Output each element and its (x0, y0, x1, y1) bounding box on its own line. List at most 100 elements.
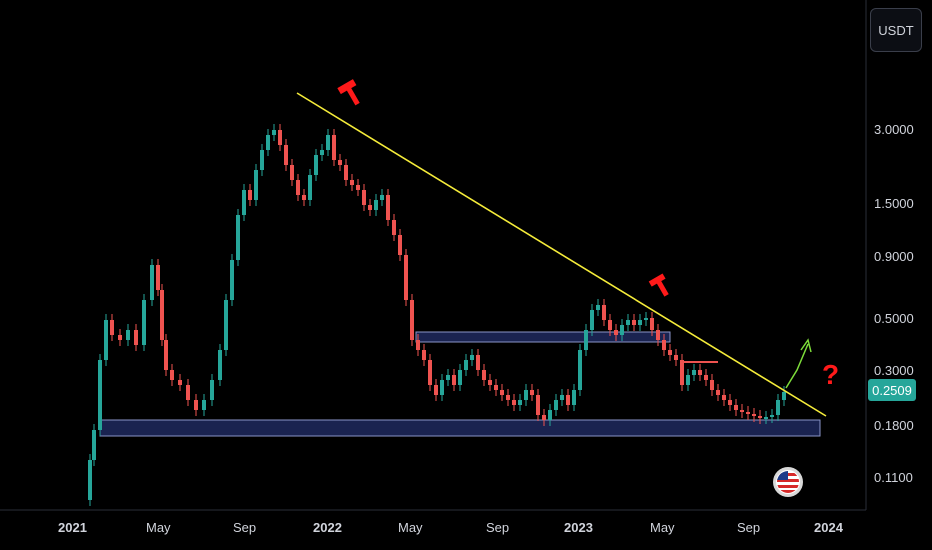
candle-body (638, 320, 642, 325)
candle-body (296, 180, 300, 195)
candle-body (302, 195, 306, 200)
candle-body (608, 320, 612, 330)
candle-body (308, 175, 312, 200)
candle-body (698, 370, 702, 375)
resistance-zone[interactable] (415, 331, 671, 343)
candle-body (236, 215, 240, 260)
candle-body (242, 190, 246, 215)
candle-body (278, 130, 282, 145)
time-tick-may-2023: May (650, 520, 675, 535)
candle-body (392, 220, 396, 235)
candle-body (398, 235, 402, 255)
candle-body (150, 265, 154, 300)
candle-body (554, 400, 558, 410)
us-flag-icon[interactable] (773, 467, 803, 497)
candle-body (314, 155, 318, 175)
candle-body (572, 390, 576, 405)
candle-body (674, 355, 678, 360)
time-tick-sep-2023: Sep (737, 520, 760, 535)
candle-body (230, 260, 234, 300)
candle-body (590, 310, 594, 330)
candle-body (404, 255, 408, 300)
candle-body (440, 380, 444, 395)
hammer-icon (648, 273, 669, 297)
candle-body (518, 400, 522, 405)
candle-body (680, 360, 684, 385)
candle-body (584, 330, 588, 350)
candle-body (716, 390, 720, 395)
candle-body (452, 375, 456, 385)
price-tick-0-3: 0.3000 (874, 363, 914, 378)
last-price-badge: 0.2509 (868, 379, 916, 401)
candle-body (416, 340, 420, 350)
candle-body (542, 415, 546, 420)
candle-body (290, 165, 294, 180)
candle-body (224, 300, 228, 350)
candle-body (142, 300, 146, 345)
support-zone[interactable] (99, 419, 821, 437)
candle-body (614, 330, 618, 335)
candle-body (88, 460, 92, 500)
candle-body (446, 375, 450, 380)
candlestick-series (88, 124, 786, 506)
candle-body (104, 320, 108, 360)
candle-body (566, 395, 570, 405)
time-tick-may-2022: May (398, 520, 423, 535)
candle-body (752, 414, 756, 416)
candle-body (476, 355, 480, 370)
question-mark: ? (822, 359, 839, 390)
candle-body (656, 330, 660, 340)
descending-trendline[interactable] (296, 92, 827, 417)
price-tick-0-11: 0.1100 (874, 470, 913, 485)
candle-body (626, 320, 630, 325)
candle-body (548, 410, 552, 420)
candle-body (686, 375, 690, 385)
candle-body (422, 350, 426, 360)
candle-body (470, 355, 474, 360)
candle-body (272, 130, 276, 135)
candle-body (524, 390, 528, 400)
candle-body (578, 350, 582, 390)
candle-body (758, 416, 762, 418)
time-tick-may-2021: May (146, 520, 171, 535)
candle-body (218, 350, 222, 380)
candle-body (170, 370, 174, 380)
candle-body (194, 400, 198, 410)
time-tick-sep-2022: Sep (486, 520, 509, 535)
time-tick-2023: 2023 (564, 520, 593, 535)
price-tick-1-5: 1.5000 (874, 196, 914, 211)
candle-body (530, 390, 534, 395)
candle-body (126, 330, 130, 340)
candle-body (692, 370, 696, 375)
price-tick-0-5: 0.5000 (874, 311, 914, 326)
candle-body (134, 330, 138, 345)
candle-body (374, 200, 378, 210)
candle-body (118, 335, 122, 340)
candle-body (704, 375, 708, 380)
candle-body (248, 190, 252, 200)
candle-body (156, 265, 160, 290)
candle-body (338, 160, 342, 165)
candle-body (464, 360, 468, 370)
candle-body (260, 150, 264, 170)
candle-body (494, 385, 498, 390)
candle-body (266, 135, 270, 150)
candle-body (560, 395, 564, 400)
candle-body (710, 380, 714, 390)
currency-button[interactable]: USDT (870, 8, 922, 52)
hammer-icon (337, 79, 360, 106)
price-tick-0-18: 0.1800 (874, 418, 914, 433)
candle-body (722, 395, 726, 400)
candle-body (362, 190, 366, 205)
candle-body (500, 390, 504, 395)
candle-body (644, 318, 648, 320)
breakout-arrow (785, 338, 812, 389)
candle-body (536, 395, 540, 415)
candle-body (332, 135, 336, 160)
candle-body (782, 392, 786, 400)
candle-body (368, 205, 372, 210)
candle-body (210, 380, 214, 400)
candle-body (512, 400, 516, 405)
candle-body (728, 400, 732, 405)
